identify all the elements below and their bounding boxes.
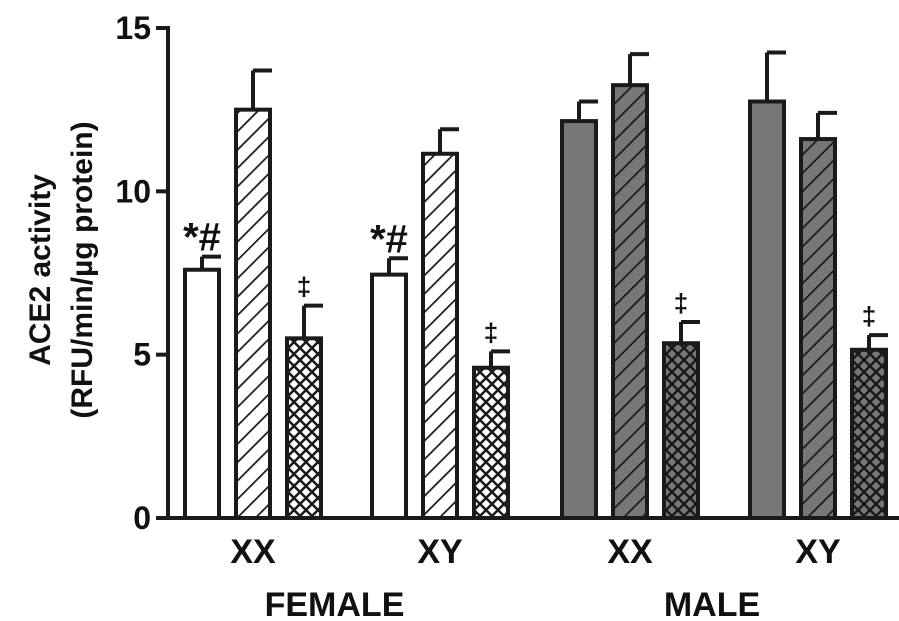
x-tick-label: XX: [607, 533, 653, 571]
y-tick-label: 0: [133, 500, 151, 536]
significance-marker: ‡: [862, 301, 876, 331]
bar: [799, 137, 837, 520]
bar: [611, 83, 649, 521]
x-tick-label: XY: [417, 533, 463, 571]
y-axis-title: ACE2 activity (RFU/min/µg protein): [24, 121, 99, 418]
significance-marker: *#: [183, 216, 221, 260]
significance-marker: ‡: [674, 288, 688, 318]
bar: [748, 99, 786, 520]
bar: [662, 341, 700, 520]
x-tick-label: XY: [795, 533, 841, 571]
bar: [560, 119, 598, 520]
bar: [421, 151, 459, 520]
bar: [472, 365, 510, 520]
significance-marker: ‡: [297, 272, 311, 302]
bar: [285, 336, 323, 521]
bar: [370, 272, 408, 520]
significance-marker: *#: [370, 217, 408, 261]
y-tick-label: 10: [115, 173, 151, 209]
bar: [234, 107, 272, 521]
sex-group-label: FEMALE: [265, 586, 405, 621]
y-axis-label-line2: (RFU/min/µg protein): [66, 121, 99, 418]
labels-layer: *# ‡ XX *# ‡ XY ‡ XX ‡ XY FEMALE MALE: [183, 216, 876, 621]
significance-marker: ‡: [484, 317, 498, 347]
sex-group-label: MALE: [664, 586, 760, 621]
bar: [850, 347, 888, 520]
y-axis-label-line1: ACE2 activity: [24, 174, 57, 366]
bar: [183, 267, 221, 520]
y-tick-label: 5: [133, 337, 151, 373]
bars-layer: [183, 50, 888, 521]
y-tick-label: 15: [115, 10, 151, 46]
x-tick-label: XX: [230, 533, 276, 571]
